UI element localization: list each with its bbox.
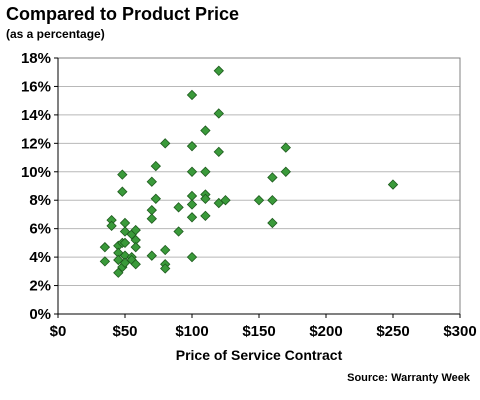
x-axis: $0 $50 $100 $150 $200 $250 $300: [50, 313, 477, 340]
y-tick-label: 0%: [29, 306, 51, 323]
y-tick-label: 8%: [29, 192, 51, 209]
data-point: [186, 166, 198, 177]
data-point: [99, 241, 111, 253]
data-point: [130, 241, 141, 253]
chart-subtitle: (as a percentage): [6, 27, 105, 41]
data-point: [150, 160, 161, 172]
source-note: Source: Warranty Week: [347, 372, 470, 384]
data-point: [186, 212, 198, 223]
data-point: [213, 65, 224, 76]
data-point: [99, 256, 111, 267]
data-points: [99, 65, 399, 278]
data-point: [186, 190, 198, 202]
data-point: [200, 210, 211, 222]
data-point: [119, 237, 131, 249]
x-tick-label: $100: [175, 323, 208, 340]
data-point: [200, 166, 211, 177]
y-tick-label: 16%: [21, 78, 51, 95]
data-point: [160, 138, 171, 149]
data-point: [253, 195, 265, 206]
data-point: [213, 108, 224, 119]
data-point: [173, 202, 184, 213]
data-point: [267, 217, 278, 229]
data-point: [146, 176, 157, 187]
data-point: [186, 89, 198, 101]
y-tick-label: 18%: [21, 50, 51, 67]
x-tick-label: $300: [443, 323, 476, 340]
data-point: [267, 195, 278, 206]
data-point: [146, 205, 157, 216]
data-point: [200, 193, 211, 204]
x-tick-label: $0: [50, 323, 67, 340]
data-point: [213, 146, 224, 158]
x-tick-label: $150: [242, 323, 275, 340]
x-axis-label: Price of Service Contract: [176, 347, 343, 363]
data-point: [117, 169, 128, 180]
y-tick-label: 14%: [21, 107, 51, 124]
data-point: [130, 224, 141, 236]
data-point: [106, 220, 117, 231]
x-tick-label: $250: [376, 323, 409, 340]
data-point: [117, 186, 128, 197]
data-point: [186, 141, 198, 152]
y-tick-label: 6%: [29, 221, 51, 238]
data-point: [267, 172, 278, 183]
data-point: [130, 259, 141, 270]
data-point: [150, 193, 161, 204]
data-point: [200, 125, 211, 136]
data-point: [146, 213, 157, 224]
data-point: [160, 263, 171, 274]
data-point: [387, 179, 399, 190]
y-tick-label: 10%: [21, 164, 51, 181]
chart-title: Compared to Product Price: [6, 4, 240, 24]
y-tick-label: 2%: [29, 278, 51, 295]
y-tick-label: 12%: [21, 135, 51, 152]
data-point: [280, 142, 291, 153]
x-tick-label: $50: [112, 323, 137, 340]
y-axis: 0% 2% 4% 6% 8% 10% 12% 14% 16% 18%: [21, 50, 59, 323]
data-point: [173, 226, 184, 237]
y-tick-label: 4%: [29, 249, 51, 266]
data-point: [160, 244, 171, 256]
x-tick-label: $200: [309, 323, 342, 340]
data-point: [186, 199, 198, 210]
data-point: [146, 250, 157, 261]
data-point: [186, 251, 198, 263]
data-point: [280, 166, 291, 177]
data-point: [119, 217, 131, 229]
data-point: [220, 195, 231, 206]
